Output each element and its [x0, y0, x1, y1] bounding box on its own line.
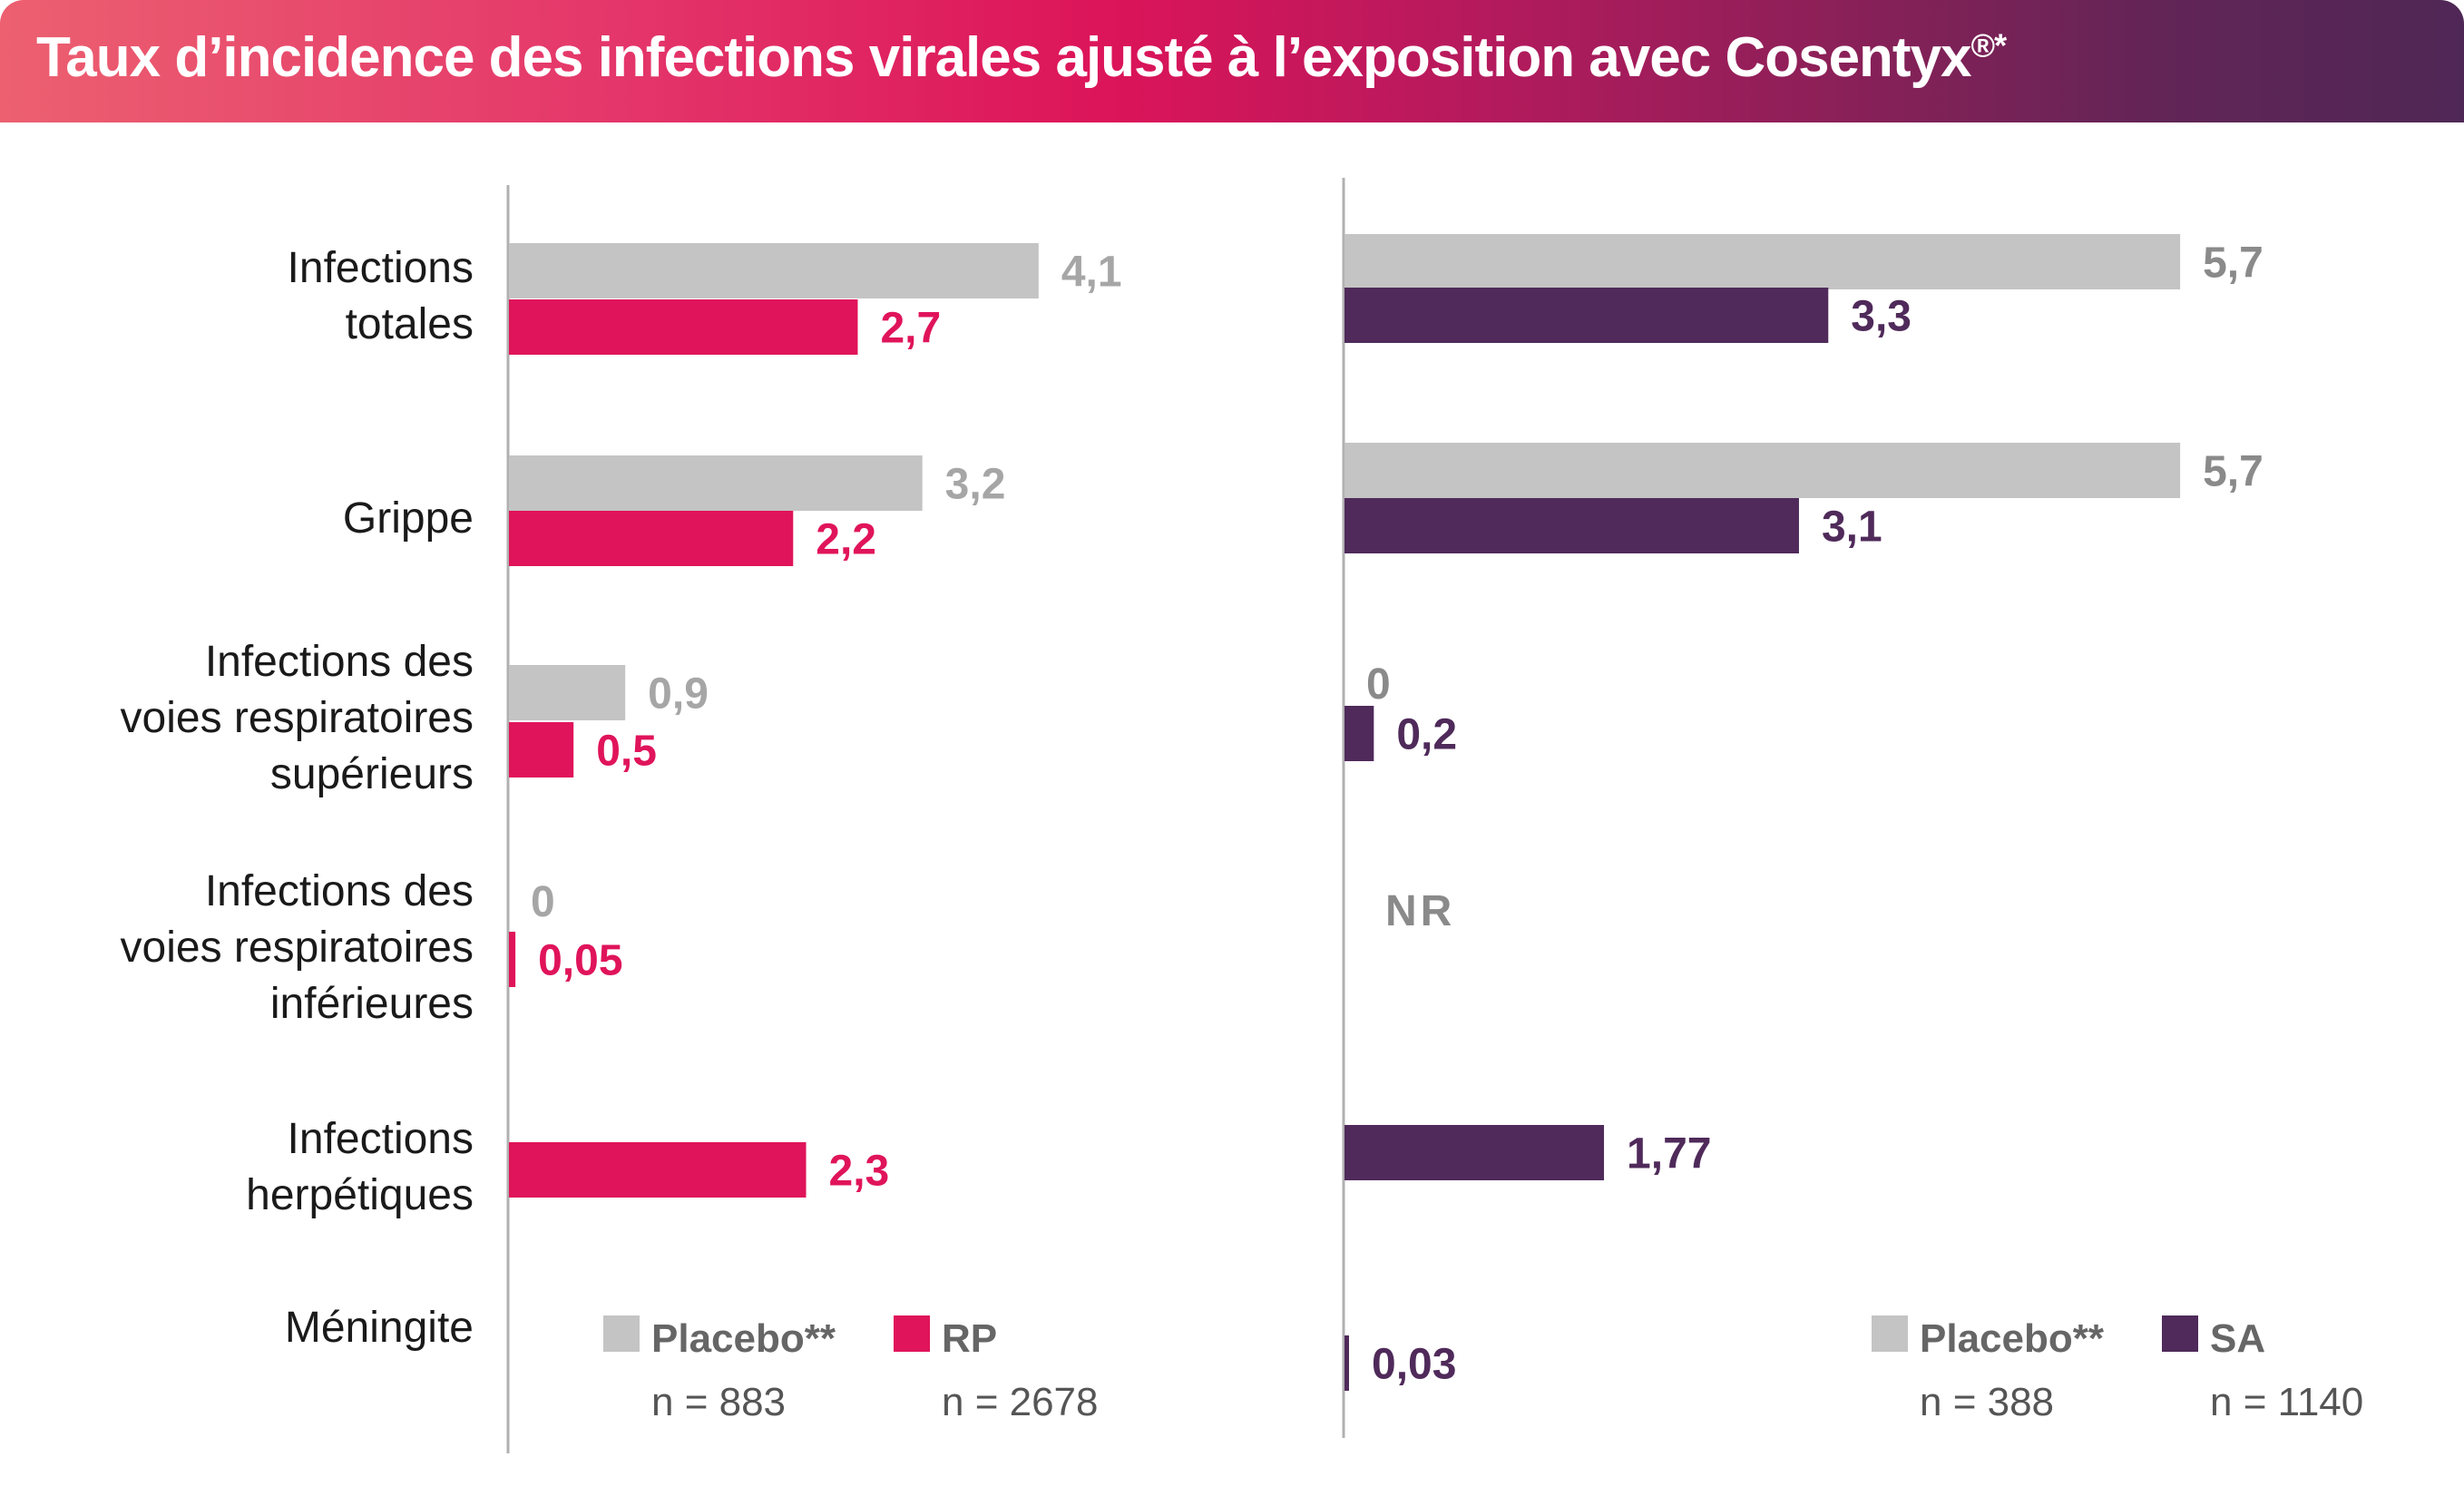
placebo-bar — [1344, 443, 2181, 498]
legend-swatch-sa — [2162, 1315, 2198, 1352]
placebo-value-label: 5,7 — [2203, 448, 2264, 496]
rp-bar — [509, 511, 794, 566]
category-label: Infections des — [205, 867, 474, 915]
category-label: herpétiques — [246, 1171, 474, 1219]
category-label: Infections — [288, 244, 474, 292]
chart-title-superscript: ®* — [1970, 26, 2008, 64]
rp-bar — [509, 722, 574, 777]
legend-swatch-placebo — [603, 1315, 640, 1352]
legend-label-rp: RP — [942, 1316, 997, 1361]
legend-swatch-rp — [894, 1315, 930, 1352]
rp-value-label: 2,2 — [816, 516, 876, 564]
chart-title-text: Taux d’incidence des infections virales … — [36, 26, 1972, 89]
category-label: totales — [346, 300, 474, 348]
legend-n-rp: n = 2678 — [942, 1380, 1099, 1424]
rp-bar — [509, 1142, 807, 1198]
rp-value-label: 2,3 — [829, 1148, 890, 1196]
title-bar: Taux d’incidence des infections virales … — [0, 0, 2464, 122]
category-label: inférieures — [270, 980, 474, 1028]
legend-label-placebo: Placebo** — [1920, 1316, 2105, 1361]
placebo-value-label: 5,7 — [2203, 240, 2264, 288]
rp-value-label: 2,7 — [880, 305, 941, 353]
sa-bar — [1344, 1125, 1605, 1180]
placebo-bar — [509, 665, 626, 720]
not-reported-annotation: NR — [1385, 887, 1455, 935]
category-label: Infections — [288, 1115, 474, 1163]
placebo-value-label: 0,9 — [648, 670, 709, 719]
placebo-value-label: 3,2 — [945, 461, 1006, 509]
legend-label-placebo: Placebo** — [651, 1316, 836, 1361]
category-label: Grippe — [343, 494, 474, 543]
sa-bar — [1344, 498, 1799, 553]
category-label: voies respiratoires — [121, 694, 474, 742]
placebo-value-label: 0 — [531, 878, 555, 926]
sa-bar — [1344, 706, 1374, 761]
legend-n-placebo: n = 388 — [1920, 1380, 2054, 1424]
legend-n-sa: n = 1140 — [2210, 1380, 2363, 1424]
category-label: supérieurs — [270, 750, 474, 798]
left-panel: Infections totales Grippe Infections des voi… — [121, 185, 1122, 1453]
sa-value-label: 0,2 — [1396, 711, 1457, 759]
placebo-value-label: 4,1 — [1061, 249, 1122, 297]
sa-bar — [1344, 1335, 1349, 1391]
sa-bar — [1344, 288, 1829, 343]
rp-value-label: 0,05 — [538, 937, 622, 985]
legend-swatch-placebo — [1872, 1315, 1908, 1352]
sa-value-label: 3,3 — [1851, 293, 1912, 341]
sa-value-label: 3,1 — [1822, 504, 1882, 552]
category-label: Méningite — [285, 1304, 474, 1352]
rp-bar — [509, 299, 858, 355]
rp-bar — [509, 932, 516, 987]
placebo-bar — [509, 455, 923, 511]
legend-label-sa: SA — [2210, 1316, 2265, 1361]
placebo-value-label: 0 — [1366, 660, 1391, 709]
rp-value-label: 0,5 — [596, 728, 657, 776]
chart-title: Taux d’incidence des infections virales … — [36, 25, 2008, 90]
category-label: voies respiratoires — [121, 924, 474, 972]
placebo-bar — [509, 243, 1039, 298]
right-panel: 5,7 3,3 5,7 3,1 00,2 1,77 0,03 NR Placebo** n = 3… — [1342, 178, 2363, 1438]
category-label: Infections des — [205, 638, 474, 686]
legend-n-placebo: n = 883 — [651, 1380, 786, 1424]
sa-value-label: 1,77 — [1627, 1130, 1711, 1178]
sa-value-label: 0,03 — [1372, 1341, 1456, 1389]
placebo-bar — [1344, 234, 2181, 289]
